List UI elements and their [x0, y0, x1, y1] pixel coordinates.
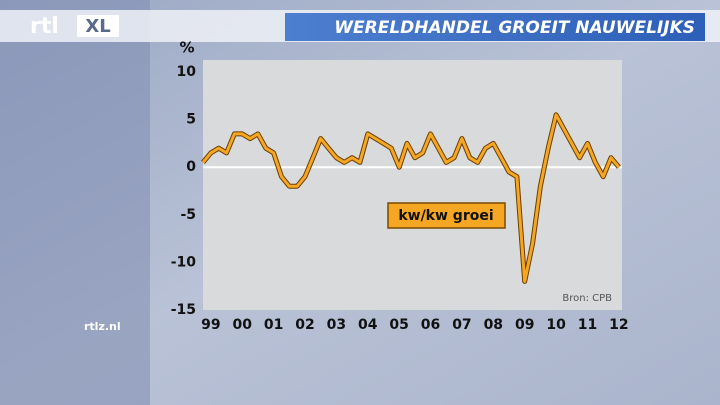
annotation: kw/kw groei — [398, 208, 493, 224]
y-label: % — [179, 39, 194, 57]
y-tick-label: -5 — [180, 207, 196, 223]
x-tick-label: 10 — [546, 317, 566, 333]
x-tick-label: 12 — [609, 317, 628, 333]
title: WERELDHANDEL GROEIT NAUWELIJKS — [334, 18, 695, 38]
x-tick-label: 99 — [201, 317, 220, 333]
y-tick-label: 10 — [177, 64, 197, 80]
site: rtlz.nl — [84, 320, 121, 333]
x-tick-label: 06 — [421, 317, 440, 333]
line — [201, 113, 621, 283]
x-tick-label: 04 — [358, 317, 378, 333]
x-tick-label: 08 — [484, 317, 503, 333]
x-tick-label: 09 — [515, 317, 534, 333]
x-tick-label: 01 — [264, 317, 283, 333]
y-tick-label: -15 — [171, 302, 196, 318]
side-panel — [0, 0, 150, 405]
logo-box — [77, 15, 119, 37]
x-tick-label: 05 — [389, 317, 408, 333]
logo-rtl: rtl — [30, 14, 59, 39]
x-tick-label: 11 — [578, 317, 597, 333]
plot-area — [203, 60, 622, 310]
y-tick-label: 5 — [186, 112, 196, 128]
x-tick-label: 02 — [295, 317, 314, 333]
title-bar — [285, 13, 705, 41]
source: Bron: CPB — [562, 293, 612, 304]
y-tick-label: 0 — [186, 159, 196, 175]
y-tick-label: -10 — [171, 254, 197, 270]
annotation-box — [387, 202, 506, 229]
logo-xl: XL — [85, 16, 110, 37]
x-tick-label: 07 — [452, 317, 471, 333]
x-tick-label: 03 — [327, 317, 346, 333]
x-tick-label: 00 — [232, 317, 252, 333]
